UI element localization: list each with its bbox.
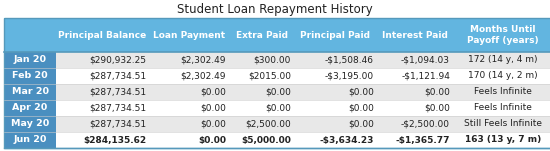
Text: $2,302.49: $2,302.49	[180, 72, 226, 80]
Text: Interest Paid: Interest Paid	[382, 31, 448, 40]
Text: $0.00: $0.00	[200, 103, 226, 112]
Text: Mar 20: Mar 20	[12, 87, 48, 96]
Bar	[4, 52, 56, 68]
Text: $287,734.51: $287,734.51	[89, 87, 146, 96]
Text: -$3,195.00: -$3,195.00	[325, 72, 374, 80]
Text: -$3,634.23: -$3,634.23	[320, 135, 374, 145]
Text: $0.00: $0.00	[348, 103, 374, 112]
Text: Months Until
Payoff (years): Months Until Payoff (years)	[467, 25, 539, 45]
Text: $0.00: $0.00	[265, 103, 291, 112]
Text: -$1,508.46: -$1,508.46	[325, 56, 374, 64]
Text: $287,734.51: $287,734.51	[89, 119, 146, 129]
Bar	[4, 116, 56, 132]
Text: Apr 20: Apr 20	[12, 103, 48, 112]
Bar	[4, 132, 56, 148]
Bar	[56, 52, 550, 68]
Text: $0.00: $0.00	[348, 119, 374, 129]
Text: Still Feels Infinite: Still Feels Infinite	[464, 119, 542, 129]
Text: -$1,121.94: -$1,121.94	[401, 72, 450, 80]
Text: $2,302.49: $2,302.49	[180, 56, 226, 64]
Bar	[56, 84, 550, 100]
Text: $0.00: $0.00	[424, 103, 450, 112]
Bar	[56, 116, 550, 132]
Text: $0.00: $0.00	[348, 87, 374, 96]
Text: Student Loan Repayment History: Student Loan Repayment History	[177, 3, 373, 16]
Bar	[4, 100, 56, 116]
Text: 172 (14 y, 4 m): 172 (14 y, 4 m)	[468, 56, 538, 64]
Bar	[4, 18, 550, 52]
Text: 170 (14 y, 2 m): 170 (14 y, 2 m)	[468, 72, 538, 80]
Text: Jan 20: Jan 20	[14, 56, 47, 64]
Text: Feels Infinite: Feels Infinite	[474, 87, 532, 96]
Text: Principal Balance: Principal Balance	[58, 31, 147, 40]
Text: $284,135.62: $284,135.62	[83, 135, 146, 145]
Bar	[56, 100, 550, 116]
Text: $2015.00: $2015.00	[248, 72, 291, 80]
Text: Loan Payment: Loan Payment	[153, 31, 225, 40]
Text: Feb 20: Feb 20	[12, 72, 48, 80]
Bar	[4, 18, 550, 148]
Text: 163 (13 y, 7 m): 163 (13 y, 7 m)	[465, 135, 541, 145]
Text: $300.00: $300.00	[254, 56, 291, 64]
Bar	[4, 68, 56, 84]
Text: Jun 20: Jun 20	[13, 135, 47, 145]
Bar	[56, 68, 550, 84]
Text: $287,734.51: $287,734.51	[89, 72, 146, 80]
Text: $0.00: $0.00	[265, 87, 291, 96]
Text: $290,932.25: $290,932.25	[89, 56, 146, 64]
Text: May 20: May 20	[11, 119, 49, 129]
Text: $0.00: $0.00	[200, 119, 226, 129]
Text: Principal Paid: Principal Paid	[300, 31, 371, 40]
Text: $2,500.00: $2,500.00	[245, 119, 291, 129]
Text: $0.00: $0.00	[424, 87, 450, 96]
Bar	[56, 132, 550, 148]
Text: -$1,365.77: -$1,365.77	[395, 135, 450, 145]
Text: $0.00: $0.00	[200, 87, 226, 96]
Text: $0.00: $0.00	[198, 135, 226, 145]
Text: -$2,500.00: -$2,500.00	[401, 119, 450, 129]
Text: $5,000.00: $5,000.00	[241, 135, 291, 145]
Text: -$1,094.03: -$1,094.03	[401, 56, 450, 64]
Text: Feels Infinite: Feels Infinite	[474, 103, 532, 112]
Text: Extra Paid: Extra Paid	[235, 31, 288, 40]
Text: $287,734.51: $287,734.51	[89, 103, 146, 112]
Bar	[4, 84, 56, 100]
